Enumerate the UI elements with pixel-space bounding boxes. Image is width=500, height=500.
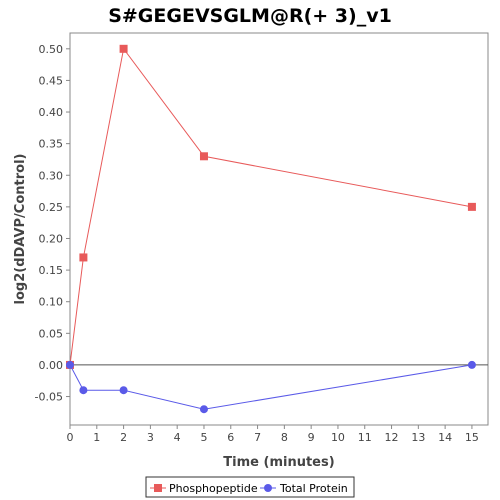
x-tick-label: 6 [227, 431, 234, 444]
y-tick-label: 0.35 [39, 138, 64, 151]
data-point-total-protein [467, 360, 476, 369]
data-point-total-protein [79, 386, 88, 395]
plot-area [69, 32, 489, 426]
y-tick-label: 0.50 [39, 43, 64, 56]
y-tick-label: 0.30 [39, 169, 64, 182]
x-tick-label: 12 [385, 431, 399, 444]
legend-label-total-protein: Total Protein [279, 482, 348, 495]
x-tick-label: 8 [281, 431, 288, 444]
y-tick-label: 0.20 [39, 232, 64, 245]
legend-box [145, 476, 355, 498]
data-point-total-protein [66, 360, 74, 369]
x-tick-label: 14 [438, 431, 452, 444]
legend-item-phosphopeptide: Phosphopeptide [150, 482, 258, 495]
x-tick-label: 9 [308, 431, 315, 444]
legend-marker-total-protein [264, 484, 272, 492]
y-tick-label: 0.05 [39, 327, 64, 340]
legend-label-phosphopeptide: Phosphopeptide [169, 482, 258, 495]
y-tick-label: 0.40 [39, 106, 64, 119]
x-tick-label: 1 [93, 431, 100, 444]
x-tick-label: 10 [331, 431, 345, 444]
y-tick-label: 0.45 [39, 74, 64, 87]
y-tick-label: -0.05 [35, 391, 63, 404]
legend: Phosphopeptide Total Protein [145, 476, 355, 498]
x-tick-label: 0 [67, 431, 74, 444]
x-tick-label: 13 [411, 431, 425, 444]
chart-title: S#GEGEVSGLM@R(+ 3)_v1 [108, 5, 392, 27]
y-tick-label: 0.15 [39, 264, 64, 277]
data-point-total-protein [119, 386, 128, 395]
x-tick-label: 5 [200, 431, 207, 444]
y-tick-label: 0.10 [39, 296, 64, 309]
x-tick-label: 3 [147, 431, 154, 444]
x-tick-label: 15 [465, 431, 479, 444]
data-point-phosphopeptide [79, 253, 88, 262]
x-axis-label: Time (minutes) [223, 455, 334, 470]
series-layer [66, 44, 476, 414]
x-tick-label: 7 [254, 431, 261, 444]
x-tick-label: 4 [174, 431, 181, 444]
y-axis-label: log2(dDAVP/Control) [13, 154, 28, 305]
data-point-total-protein [199, 405, 208, 414]
legend-item-total-protein: Total Protein [260, 482, 348, 495]
y-axis: -0.05 0.00 0.05 0.10 0.15 0.20 0.25 0.30 0.35 0.4… [35, 43, 70, 404]
legend-marker-phosphopeptide [154, 484, 162, 492]
x-tick-label: 2 [120, 431, 127, 444]
data-point-phosphopeptide [199, 152, 208, 161]
x-axis: 0 1 2 3 4 5 6 7 8 9 10 11 12 13 14 15 [67, 425, 479, 444]
data-point-phosphopeptide [467, 202, 476, 211]
y-tick-label: 0.00 [39, 359, 64, 372]
x-tick-label: 11 [358, 431, 372, 444]
data-point-phosphopeptide [119, 44, 128, 53]
y-tick-label: 0.25 [39, 201, 64, 214]
